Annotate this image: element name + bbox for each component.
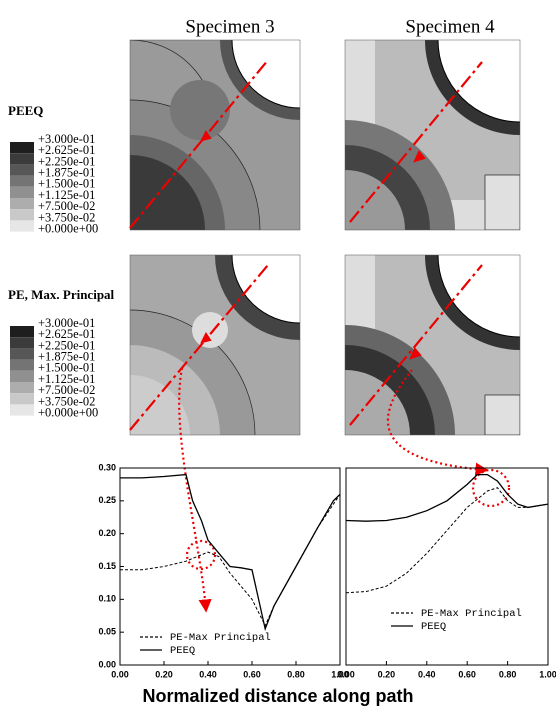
y-tick-label: 0.05 — [98, 627, 116, 637]
y-tick-label: 0.20 — [98, 528, 116, 538]
legend-swatch — [10, 371, 34, 382]
legend-swatch — [10, 404, 34, 415]
y-tick-label: 0.15 — [98, 561, 116, 571]
legend-swatch — [10, 382, 34, 393]
legend-swatch — [10, 360, 34, 371]
legend-label: PEEQ — [421, 621, 446, 633]
x-tick-label: 0.60 — [243, 669, 261, 679]
column-title: Specimen 3 — [185, 16, 274, 37]
legend-swatch — [10, 220, 34, 231]
x-tick-label: 0.20 — [378, 669, 396, 679]
legend-swatch — [10, 153, 34, 164]
figure: Specimen 3 Specimen 4 — [0, 0, 556, 711]
x-tick-label: 0.80 — [499, 669, 517, 679]
legend-swatch — [10, 326, 34, 337]
y-tick-label: 0.00 — [98, 659, 116, 669]
x-tick-label: 0.40 — [199, 669, 217, 679]
legend-swatch — [10, 176, 34, 187]
data-line — [120, 475, 340, 629]
x-tick-label: 1.00 — [539, 669, 556, 679]
x-tick-label: 0.40 — [418, 669, 436, 679]
legend-swatch — [10, 198, 34, 209]
legend-title: PE, Max. Principal — [8, 287, 115, 302]
x-tick-label: 0.00 — [337, 669, 355, 679]
legend-swatch — [10, 393, 34, 404]
legend-swatch — [10, 164, 34, 175]
y-tick-label: 0.30 — [98, 462, 116, 472]
column-title: Specimen 4 — [405, 16, 495, 37]
x-tick-label: 0.60 — [458, 669, 476, 679]
x-tick-label: 0.20 — [155, 669, 173, 679]
y-tick-label: 0.25 — [98, 495, 116, 505]
legend-level: +0.000e+00 — [38, 221, 98, 235]
legend-swatch — [10, 337, 34, 348]
legend-swatch — [10, 142, 34, 153]
legend-label: PE-Max Principal — [421, 608, 522, 620]
legend-label: PEEQ — [170, 645, 195, 657]
legend-level: +0.000e+00 — [38, 405, 98, 419]
legend-swatch — [10, 209, 34, 220]
data-line — [346, 475, 548, 522]
legend-swatch — [10, 348, 34, 359]
data-line — [120, 494, 340, 625]
legend-swatch — [10, 187, 34, 198]
x-tick-label: 0.80 — [287, 669, 305, 679]
plot-area — [346, 468, 548, 665]
legend-title: PEEQ — [8, 103, 43, 118]
x-tick-label: 0.00 — [111, 669, 129, 679]
y-tick-label: 0.10 — [98, 594, 116, 604]
legend-label: PE-Max Principal — [170, 632, 271, 644]
x-axis-label: Normalized distance along path — [142, 686, 413, 706]
